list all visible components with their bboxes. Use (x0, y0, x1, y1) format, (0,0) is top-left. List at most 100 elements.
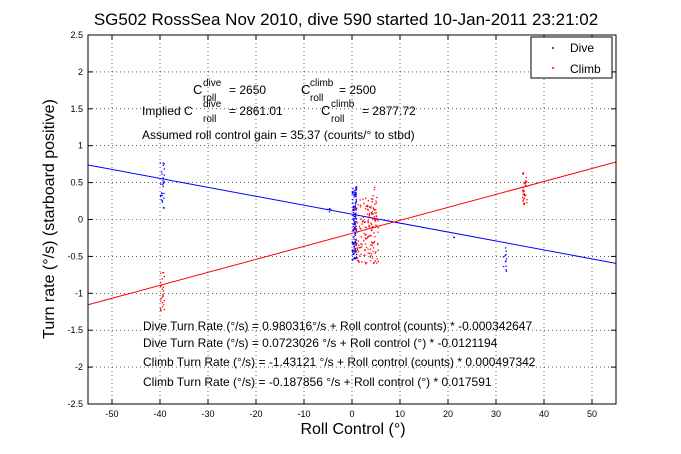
climb-data-point (354, 247, 357, 250)
dive-data-point (355, 193, 357, 196)
climb-data-point (368, 217, 370, 219)
dive-data-point (355, 230, 357, 232)
chart-title: SG502 RossSea Nov 2010, dive 590 started… (94, 10, 598, 29)
climb-data-point (371, 211, 374, 213)
dive-data-point (352, 236, 354, 238)
climb-data-point (370, 253, 373, 255)
climb-data-point (364, 207, 367, 210)
climb-data-point (162, 286, 165, 288)
dive-data-point (354, 242, 356, 244)
climb-data-point (368, 212, 371, 215)
climb-data-point (357, 259, 359, 261)
climb-data-point (363, 254, 365, 257)
dive-data-point (329, 208, 331, 210)
dive-data-point (504, 254, 506, 257)
climb-data-point (372, 213, 374, 215)
climb-data-point (159, 281, 162, 283)
dive-data-point (161, 201, 164, 203)
climb-data-point (375, 251, 377, 253)
climb-data-point (161, 288, 163, 290)
climb-data-point (373, 209, 375, 211)
climb-data-point (371, 257, 374, 259)
implied-climb-subscript: roll (331, 114, 344, 125)
climb-data-point (370, 244, 372, 246)
climb-data-point (370, 223, 373, 225)
dive-data-point (163, 181, 165, 183)
dive-data-point (355, 191, 357, 194)
x-tick-label: -40 (153, 409, 166, 419)
y-tick-label: 1 (78, 141, 83, 151)
climb-data-point (163, 299, 166, 302)
climb-data-point (372, 262, 375, 264)
dive-data-point (354, 189, 356, 191)
dive-data-point (353, 228, 355, 231)
climb-data-point (372, 250, 374, 253)
climb-data-point (376, 262, 378, 264)
dive-data-point (355, 217, 357, 220)
climb-data-point (368, 214, 371, 216)
climb-data-point (367, 221, 369, 224)
climb-data-point (363, 240, 365, 242)
dive-data-point (326, 208, 328, 211)
dive-data-point (162, 180, 164, 182)
climb-data-point (160, 298, 162, 300)
climb-data-point (372, 208, 375, 210)
legend-box (530, 36, 613, 79)
implied-climb-superscript: climb (331, 99, 355, 110)
climb-data-point (374, 203, 376, 205)
climb-data-point (368, 215, 370, 217)
climb-data-point (366, 213, 369, 215)
climb-data-point (368, 236, 370, 238)
climb-data-point (159, 300, 162, 302)
climb-data-point (368, 206, 371, 208)
x-axis-label: Roll Control (°) (300, 421, 405, 438)
climb-data-point (162, 295, 164, 297)
dive-data-point (353, 226, 356, 229)
dive-data-point (352, 225, 354, 228)
climb-data-point (376, 258, 378, 260)
climb-data-point (370, 213, 373, 215)
y-axis-label: Turn rate (°/s) (starboard positive) (41, 99, 58, 339)
climb-data-point (367, 209, 369, 211)
climb-data-point (525, 194, 527, 197)
y-tick-label: 1.5 (70, 104, 83, 114)
dive-data-point (505, 265, 507, 267)
climb-data-point (376, 218, 378, 221)
dive-data-point (505, 270, 508, 272)
y-tick-label: -1 (75, 288, 83, 298)
climb-data-point (522, 194, 524, 196)
climb-data-point (374, 236, 376, 238)
climb-data-point (365, 233, 367, 236)
dive-data-point (355, 187, 358, 189)
climb-data-point (522, 173, 524, 175)
climb-data-point (354, 208, 356, 210)
climb-data-point (366, 237, 368, 239)
climb-fit-counts: Climb Turn Rate (°/s) = -1.43121 °/s + R… (143, 355, 536, 369)
climb-data-point (358, 255, 361, 257)
climb-data-point (375, 202, 378, 204)
climb-data-point (370, 255, 372, 257)
climb-data-point (374, 252, 376, 254)
dive-data-point (162, 183, 164, 186)
climb-data-point (372, 198, 374, 201)
climb-data-point (372, 207, 374, 209)
dive-data-point (351, 249, 353, 252)
climb-data-point (356, 248, 358, 250)
climb-data-point (376, 225, 378, 227)
dive-data-point (351, 193, 354, 195)
climb-data-point (360, 236, 363, 238)
dive-data-point (352, 217, 354, 220)
climb-data-point (161, 295, 164, 297)
climb-data-point (365, 262, 368, 264)
dive-data-point (355, 215, 357, 218)
dive-data-point (353, 257, 356, 259)
climb-data-point (377, 231, 379, 233)
climb-data-point (358, 225, 361, 228)
climb-data-point (363, 202, 365, 205)
climb-data-point (366, 236, 369, 238)
c-dive-superscript: dive (203, 78, 222, 89)
dive-data-point (353, 252, 355, 255)
dive-data-point (354, 189, 357, 191)
climb-data-point (370, 235, 372, 237)
dive-data-point (355, 250, 357, 253)
